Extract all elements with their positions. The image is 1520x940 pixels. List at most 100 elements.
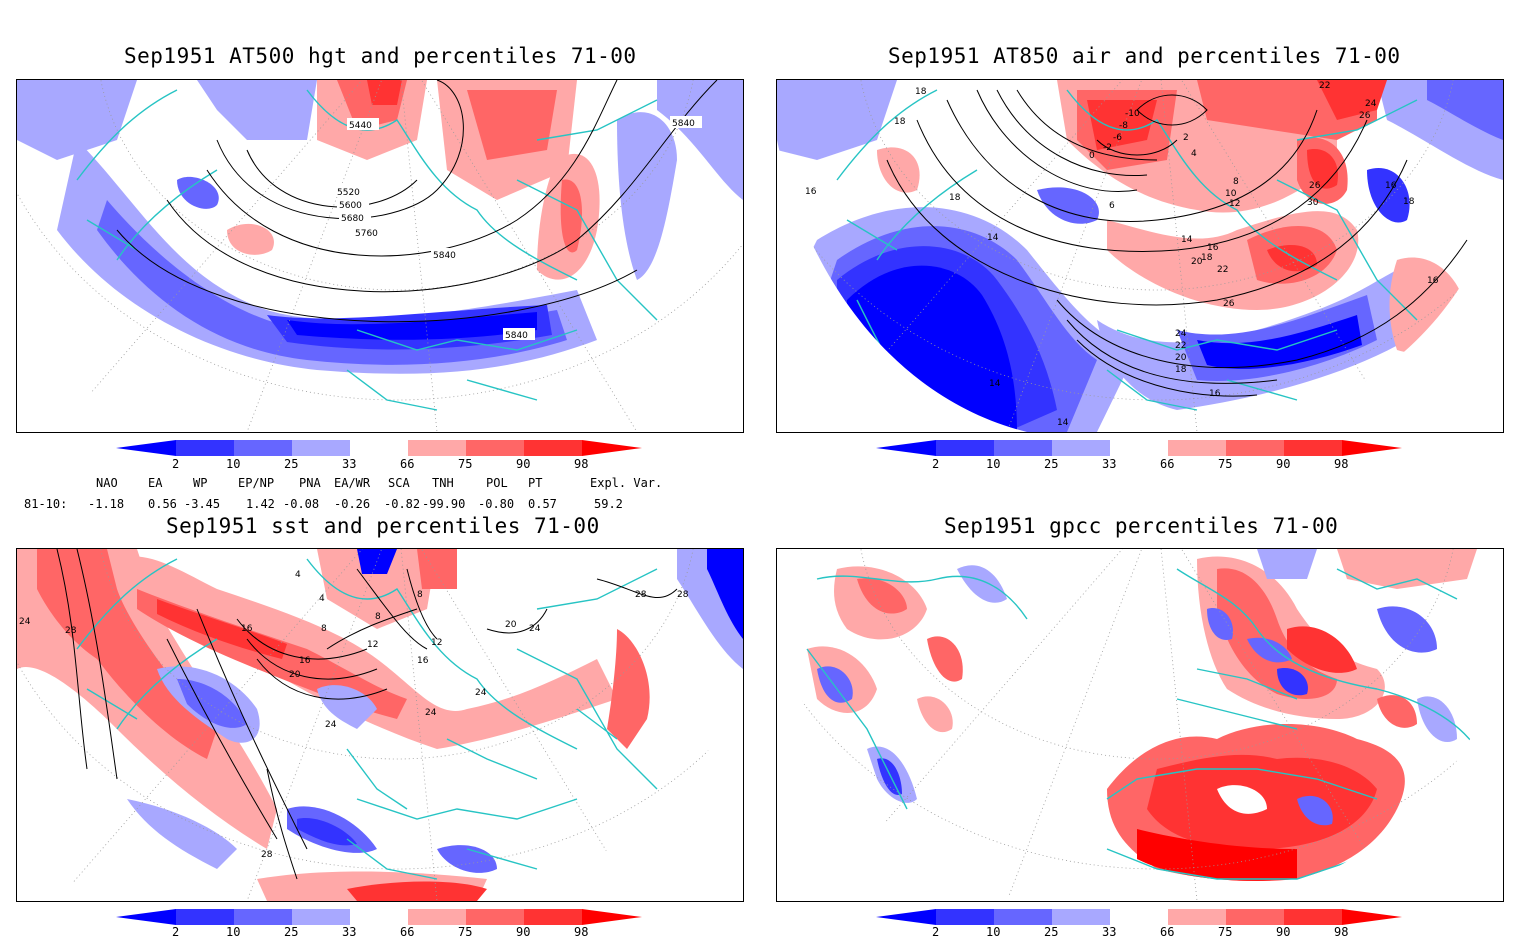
index-header: WP xyxy=(193,476,208,490)
contour-label: 18 xyxy=(894,117,906,127)
colorbar-tick: 75 xyxy=(1218,925,1233,939)
colorbar-tick: 25 xyxy=(1044,457,1059,471)
colorbar-tick: 98 xyxy=(1334,457,1349,471)
colorbar-tick: 90 xyxy=(516,925,531,939)
contour-label: 12 xyxy=(1229,199,1240,209)
colorbar-2 xyxy=(876,440,1402,456)
contour-label: 22 xyxy=(1217,265,1228,275)
colorbar-tick: 90 xyxy=(1276,457,1291,471)
contour-label: 6 xyxy=(1109,201,1115,211)
colorbar-3 xyxy=(116,909,642,925)
contour-label: 20 xyxy=(505,620,517,630)
index-value: -3.45 xyxy=(184,497,221,511)
colorbar-tick: 33 xyxy=(1102,925,1117,939)
map-hgt500: 5440 5840 5520 5600 5680 5760 5840 5840 xyxy=(16,79,744,433)
contour-label: 16 xyxy=(1209,389,1221,399)
contour-label: -10 xyxy=(1125,109,1140,119)
contour-label: 24 xyxy=(425,708,437,718)
colorbar-1 xyxy=(116,440,642,456)
index-value: 0.57 xyxy=(528,497,557,511)
index-header: PT xyxy=(528,476,543,490)
contour-label: 20 xyxy=(289,670,301,680)
colorbar-tick: 75 xyxy=(458,457,473,471)
contour-label: 5440 xyxy=(349,121,372,131)
contour-label: 26 xyxy=(1223,299,1235,309)
colorbar-tick: 10 xyxy=(986,457,1001,471)
contour-label: 8 xyxy=(1233,177,1239,187)
colorbar-tick: 25 xyxy=(1044,925,1059,939)
contour-label: 30 xyxy=(1307,198,1319,208)
colorbar-tick: 2 xyxy=(932,925,940,939)
map-sst: 24 28 16 8 4 8 20 16 12 24 24 28 28 20 2… xyxy=(16,548,744,902)
index-header: EA xyxy=(148,476,163,490)
colorbar-tick: 75 xyxy=(1218,457,1233,471)
colorbar-tick: 33 xyxy=(342,925,357,939)
contour-label: 28 xyxy=(677,590,689,600)
contour-label: 26 xyxy=(1359,111,1371,121)
index-value: 1.42 xyxy=(246,497,275,511)
colorbar-tick: 2 xyxy=(932,457,940,471)
contour-label: 22 xyxy=(1175,341,1186,351)
contour-label: 5760 xyxy=(355,229,378,239)
index-value: 59.2 xyxy=(594,497,623,511)
index-header: EA/WR xyxy=(334,476,371,490)
index-value: -0.82 xyxy=(384,497,421,511)
contour-label: 14 xyxy=(1057,418,1069,428)
contour-label: 5840 xyxy=(505,331,528,341)
colorbar-tick: 66 xyxy=(400,925,415,939)
colorbar-tick: 10 xyxy=(226,457,241,471)
contour-label: 24 xyxy=(529,624,541,634)
contour-label: 4 xyxy=(1191,149,1197,159)
contour-label: 14 xyxy=(987,233,999,243)
contour-label: 28 xyxy=(635,590,647,600)
contour-label: 5680 xyxy=(341,214,364,224)
index-header: Expl. Var. xyxy=(590,476,663,490)
contour-label: 16 xyxy=(1207,243,1219,253)
index-header: PNA xyxy=(299,476,321,490)
contour-label: 16 xyxy=(805,187,817,197)
index-value: -99.90 xyxy=(422,497,466,511)
contour-label: 16 xyxy=(417,656,429,666)
contour-label: 5840 xyxy=(433,251,456,261)
contour-label: 28 xyxy=(65,626,77,636)
colorbar-tick: 75 xyxy=(458,925,473,939)
contour-label: 8 xyxy=(321,624,327,634)
colorbar-tick: 66 xyxy=(1160,457,1175,471)
colorbar-tick: 98 xyxy=(574,457,589,471)
contour-label: 8 xyxy=(417,590,423,600)
contour-label: 5520 xyxy=(337,188,360,198)
contour-label: 28 xyxy=(261,850,273,860)
panel-title-air850: Sep1951 AT850 air and percentiles 71-00 xyxy=(888,44,1401,68)
contour-label: 16 xyxy=(299,656,311,666)
index-value: -0.80 xyxy=(478,497,515,511)
contour-label: 14 xyxy=(989,379,1001,389)
contour-label: 10 xyxy=(1225,189,1237,199)
colorbar-tick: 33 xyxy=(1102,457,1117,471)
contour-label: 16 xyxy=(1385,181,1397,191)
colorbar-4 xyxy=(876,909,1402,925)
contour-label: 22 xyxy=(1319,81,1330,91)
contour-label: -6 xyxy=(1113,133,1122,143)
colorbar-tick: 66 xyxy=(1160,925,1175,939)
contour-label: 20 xyxy=(1175,353,1187,363)
contour-label: 4 xyxy=(295,570,301,580)
indices-value-row: 81-10: -1.18 0.56 -3.45 1.42 -0.08 -0.26… xyxy=(0,497,760,513)
index-header: SCA xyxy=(388,476,410,490)
contour-label: 24 xyxy=(1365,99,1377,109)
contour-label: 24 xyxy=(325,720,337,730)
colorbar-tick: 66 xyxy=(400,457,415,471)
index-value: -0.08 xyxy=(283,497,320,511)
map-gpcc xyxy=(776,548,1504,902)
contour-label: 12 xyxy=(431,638,442,648)
contour-label: 14 xyxy=(1181,235,1193,245)
contour-label: 18 xyxy=(1403,197,1415,207)
index-header: NAO xyxy=(96,476,118,490)
indices-header-row: NAO EA WP EP/NP PNA EA/WR SCA TNH POL PT… xyxy=(0,476,760,492)
index-header: TNH xyxy=(432,476,454,490)
panel-title-gpcc: Sep1951 gpcc percentiles 71-00 xyxy=(944,514,1339,538)
contour-label: 16 xyxy=(241,624,253,634)
colorbar-tick: 25 xyxy=(284,925,299,939)
contour-label: 18 xyxy=(1201,253,1213,263)
contour-label: 12 xyxy=(367,640,378,650)
colorbar-tick: 98 xyxy=(1334,925,1349,939)
